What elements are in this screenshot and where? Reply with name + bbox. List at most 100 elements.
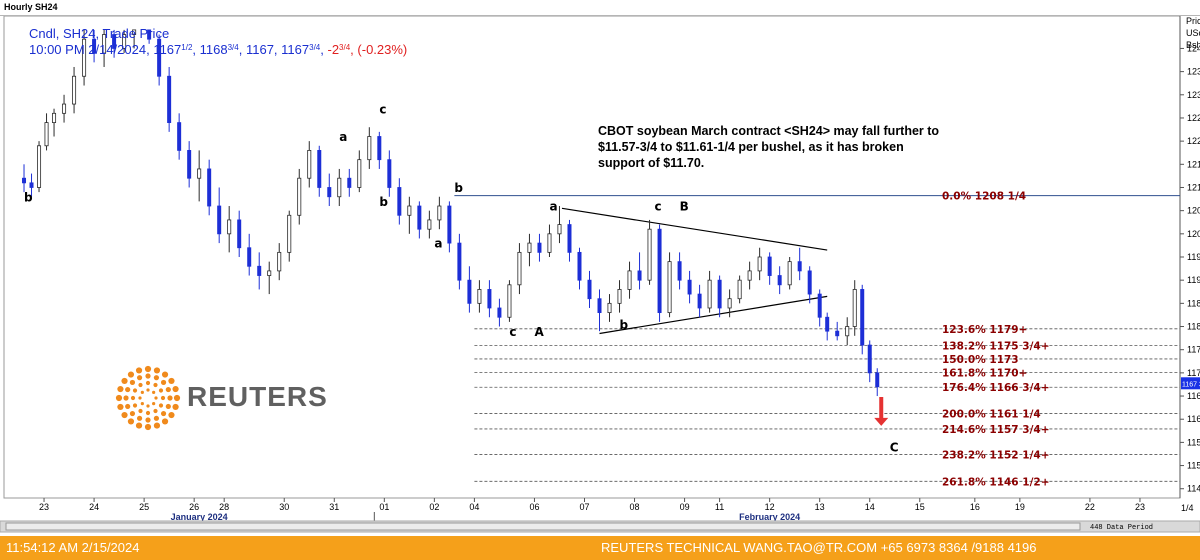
y-tick-label: 1150 [1187, 461, 1200, 471]
candle-body [860, 289, 865, 346]
last-price-label: 1167 3/4 [1182, 381, 1200, 388]
candle-body [607, 302, 612, 314]
candle-body [467, 279, 472, 304]
wave-label: a [549, 200, 557, 214]
logo-dot [140, 402, 144, 406]
logo-dot [144, 365, 152, 373]
logo-dot [140, 390, 144, 394]
x-tick-label: 07 [579, 502, 589, 512]
candle-body [737, 279, 742, 300]
candle-body [447, 205, 452, 244]
candle-body [697, 293, 702, 309]
x-tick-label: 26 [189, 502, 199, 512]
candle-body [287, 214, 292, 253]
logo-dot [145, 410, 151, 416]
logo-dot [135, 367, 143, 374]
y-tick-label: 1210 [1187, 182, 1200, 192]
candle-body [835, 330, 840, 337]
candle-body [387, 159, 392, 188]
candle-body [397, 187, 402, 216]
scroll-info: 448 Data Period [1090, 524, 1153, 532]
y-axis-header: Price [1186, 16, 1200, 26]
candle-body [867, 344, 872, 374]
scrollbar-thumb[interactable] [5, 522, 1081, 531]
x-tick-label: 22 [1085, 502, 1095, 512]
logo-dot [165, 403, 171, 410]
candle-body [537, 242, 542, 253]
candle-body [44, 122, 49, 147]
candle-body [457, 242, 462, 281]
chart-title: Cndl, SH24, Trade Price [29, 26, 169, 41]
logo-dot [146, 404, 150, 408]
candle-body [377, 136, 382, 161]
y-tick-label: 1220 [1187, 136, 1200, 146]
wave-label: c [509, 325, 516, 339]
candle-body [317, 150, 322, 188]
candle-body [757, 256, 762, 272]
down-arrow-icon [874, 396, 889, 426]
wave-label: a [339, 130, 347, 144]
y-axis-header: Bsh [1186, 40, 1200, 50]
x-tick-label: 01 [379, 502, 389, 512]
candle-body [407, 205, 412, 216]
fib-label: 238.2% 1152 1/4+ [942, 449, 1050, 461]
x-tick-label: 28 [219, 502, 229, 512]
wave-label: a [434, 237, 442, 251]
candle-body [187, 150, 192, 179]
candle-body [807, 270, 812, 295]
logo-dot [145, 373, 151, 379]
logo-dot [153, 415, 160, 421]
candle-body [437, 205, 442, 221]
y-tick-label: 1195 [1187, 252, 1200, 262]
candle-body [52, 112, 57, 123]
candle-body [337, 177, 342, 198]
logo-dot [129, 379, 136, 386]
candle-body [817, 293, 822, 318]
footer-timestamp: 11:54:12 AM 2/15/2024 [6, 540, 140, 555]
candle-body [587, 279, 592, 300]
candle-body [217, 205, 222, 235]
candle-body [277, 251, 282, 272]
candle-body [37, 145, 42, 188]
page-info: 1/4 [1181, 503, 1194, 513]
candle-body [257, 265, 262, 276]
fib-label: 150.0% 1173 [942, 354, 1019, 366]
x-tick-label: 11 [715, 502, 724, 512]
y-tick-label: 1230 [1187, 90, 1200, 100]
candle-body [237, 219, 242, 249]
price-chart[interactable]: Price USc Bsh 1145 1150 1155 1160 1165 1170 1175 1… [0, 16, 1200, 536]
candle-body [787, 261, 792, 286]
candle-body [29, 182, 34, 188]
candle-body [167, 75, 172, 123]
logo-dot [165, 386, 171, 393]
x-tick-label: 04 [469, 502, 479, 512]
y-tick-label: 1145 [1187, 484, 1200, 494]
logo-dot [152, 402, 156, 406]
candle-body [82, 38, 87, 77]
logo-dot [138, 382, 143, 388]
logo-dot [168, 411, 175, 419]
logo-dot [129, 410, 136, 417]
x-tick-label: 09 [680, 502, 690, 512]
y-tick-label: 1200 [1187, 229, 1200, 239]
x-tick-label: 15 [915, 502, 925, 512]
candle-body [147, 29, 152, 40]
candle-body [227, 219, 232, 235]
logo-dot [160, 379, 167, 386]
wave-label: b [620, 318, 629, 332]
x-tick-label: 06 [529, 502, 539, 512]
fib-label: 200.0% 1161 1/4 [942, 408, 1041, 420]
candle-body [327, 187, 332, 198]
x-tick-label: 16 [970, 502, 980, 512]
logo-dot [136, 415, 143, 421]
candle-body [767, 256, 772, 276]
ohlc-line: 10:00 PM 2/14/2024, 11671/2, 11683/4, 11… [29, 42, 407, 57]
candle-body [487, 289, 492, 309]
annotation-text-line: $11.57-3/4 to $11.61-1/4 per bushel, as … [598, 140, 904, 154]
x-tick-label: 02 [429, 502, 439, 512]
candle-body [797, 261, 802, 272]
candle-body [22, 177, 27, 184]
y-tick-label: 1160 [1187, 414, 1200, 424]
logo-dot [158, 403, 164, 408]
logo-dot [153, 408, 158, 414]
